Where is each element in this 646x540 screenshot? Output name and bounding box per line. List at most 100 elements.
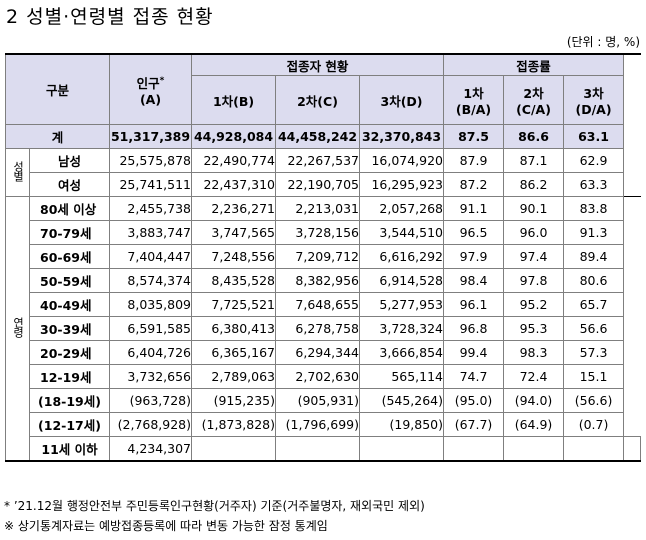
table-row-female: 여성 25,741,511 22,437,310 22,190,705 16,2…: [5, 172, 641, 197]
cell-rate1: 96.8: [443, 316, 505, 341]
page-title: 2 성별·연령별 접종 현황: [6, 6, 214, 28]
cell-dose3: 5,277,953: [359, 292, 445, 317]
cell-population: 2,455,738: [109, 196, 193, 221]
cell-dose2: 22,267,537: [275, 148, 361, 173]
header-rate2-line1: 2차: [523, 86, 544, 101]
group-sex: 성별: [5, 148, 30, 197]
unit-label: (단위 : 명, %): [566, 35, 640, 49]
cell-dose2: 2,213,031: [275, 196, 361, 221]
header-vaccinated-group: 접종자 현황: [191, 53, 445, 76]
row-label: 계: [4, 124, 111, 149]
cell-rate1: 87.2: [443, 172, 505, 197]
header-dose3: 3차(D): [359, 75, 445, 125]
cell-dose3: (545,264): [359, 388, 445, 413]
footnotes: * ’21.12월 행정안전부 주민등록인구현황(거주자) 기준(거주불명자, …: [4, 496, 425, 536]
group-sex-label: 성별: [11, 161, 25, 181]
cell-dose1: 22,437,310: [191, 172, 277, 197]
cell-rate3: 63.3: [563, 172, 625, 197]
cell-empty: [623, 436, 641, 462]
cell-rate1: 99.4: [443, 340, 505, 365]
row-label: 여성: [28, 172, 111, 197]
cell-rate2: 95.2: [503, 292, 565, 317]
table-row-age: 20-29세 6,404,726 6,365,167 6,294,344 3,6…: [6, 340, 641, 365]
table-row-age: 30-39세 6,591,585 6,380,413 6,278,758 3,7…: [6, 316, 641, 341]
cell-dose1: 8,435,528: [191, 268, 277, 293]
header-rate3-line1: 3차: [583, 86, 604, 101]
cell-dose1: 6,365,167: [191, 340, 277, 365]
cell-rate1: (67.7): [443, 412, 505, 437]
cell-rate3: 89.4: [563, 244, 625, 269]
header-rate1: 1차 (B/A): [443, 75, 505, 125]
cell-dose2: 8,382,956: [275, 268, 361, 293]
cell-dose3: 3,666,854: [359, 340, 445, 365]
footnote-provisional: ※ 상기통계자료는 예방접종등록에 따라 변동 가능한 잠정 통계임: [4, 519, 328, 533]
cell-rate2: 96.0: [503, 220, 565, 245]
cell-rate2: (94.0): [503, 388, 565, 413]
cell-population: 8,035,809: [109, 292, 193, 317]
row-label: (18-19세): [28, 388, 111, 413]
cell-dose1: 2,789,063: [191, 364, 277, 389]
cell-population: 3,883,747: [109, 220, 193, 245]
table-row-under11: 11세 이하 4,234,307: [6, 436, 641, 462]
row-label: 11세 이하: [28, 436, 111, 462]
cell-dose2: 44,458,242: [275, 124, 361, 149]
footnote-source: * ’21.12월 행정안전부 주민등록인구현황(거주자) 기준(거주불명자, …: [4, 499, 425, 513]
cell-dose1: (1,873,828): [191, 412, 277, 437]
cell-population: 7,404,447: [109, 244, 193, 269]
row-label: 20-29세: [28, 340, 111, 365]
cell-population: 4,234,307: [109, 436, 193, 462]
row-label: 50-59세: [28, 268, 111, 293]
header-category: 구분: [4, 53, 111, 125]
cell-rate2: 90.1: [503, 196, 565, 221]
table-row-subgroup: (18-19세) (963,728) (915,235) (905,931) (…: [6, 388, 641, 413]
cell-rate2: 97.8: [503, 268, 565, 293]
cell-dose3: 6,914,528: [359, 268, 445, 293]
cell-rate2: 72.4: [503, 364, 565, 389]
cell-dose3: 3,544,510: [359, 220, 445, 245]
table-row-age: 70-79세 3,883,747 3,747,565 3,728,156 3,5…: [6, 220, 641, 245]
header-rate1-line1: 1차: [463, 86, 484, 101]
cell-rate1: 74.7: [443, 364, 505, 389]
cell-rate2: 98.3: [503, 340, 565, 365]
cell-dose1: 22,490,774: [191, 148, 277, 173]
cell-dose1: 44,928,084: [191, 124, 277, 149]
cell-dose2: 6,278,758: [275, 316, 361, 341]
row-label: 12-19세: [28, 364, 111, 389]
cell-rate3: (56.6): [563, 388, 625, 413]
cell-dose3: 2,057,268: [359, 196, 445, 221]
header-dose2: 2차(C): [275, 75, 361, 125]
cell-dose3: 16,074,920: [359, 148, 445, 173]
table-row-age: 12-19세 3,732,656 2,789,063 2,702,630 565…: [6, 364, 641, 389]
cell-dose2: 7,648,655: [275, 292, 361, 317]
cell-dose1: (915,235): [191, 388, 277, 413]
cell-population: (963,728): [109, 388, 193, 413]
header-rate2: 2차 (C/A): [503, 75, 565, 125]
cell-dose1: 6,380,413: [191, 316, 277, 341]
cell-population: 51,317,389: [109, 124, 193, 149]
cell-rate3: 83.8: [563, 196, 625, 221]
header-population-sup: *: [159, 75, 165, 86]
cell-population: 3,732,656: [109, 364, 193, 389]
cell-rate2: 86.2: [503, 172, 565, 197]
header-rate3-line2: (D/A): [575, 102, 612, 117]
header-rate-group: 접종률: [443, 53, 625, 76]
cell-population: 8,574,374: [109, 268, 193, 293]
header-population: 인구* (A): [109, 53, 193, 125]
cell-rate1: 96.5: [443, 220, 505, 245]
cell-rate1: 96.1: [443, 292, 505, 317]
row-label: 남성: [28, 148, 111, 173]
header-population-label: 인구: [136, 75, 160, 91]
table-row-age: 60-69세 7,404,447 7,248,556 7,209,712 6,6…: [6, 244, 641, 269]
cell-rate1: (95.0): [443, 388, 505, 413]
header-rate1-line2: (B/A): [455, 102, 492, 117]
cell-rate3: 80.6: [563, 268, 625, 293]
cell-rate2: 86.6: [503, 124, 565, 149]
cell-rate1: 91.1: [443, 196, 505, 221]
cell-dose2: 7,209,712: [275, 244, 361, 269]
table-row-age: 연령 80세 이상 2,455,738 2,236,271 2,213,031 …: [5, 196, 641, 462]
cell-empty: [359, 436, 445, 462]
row-label: 30-39세: [28, 316, 111, 341]
cell-empty: [275, 436, 361, 462]
cell-empty: [563, 436, 625, 462]
cell-population: 6,591,585: [109, 316, 193, 341]
